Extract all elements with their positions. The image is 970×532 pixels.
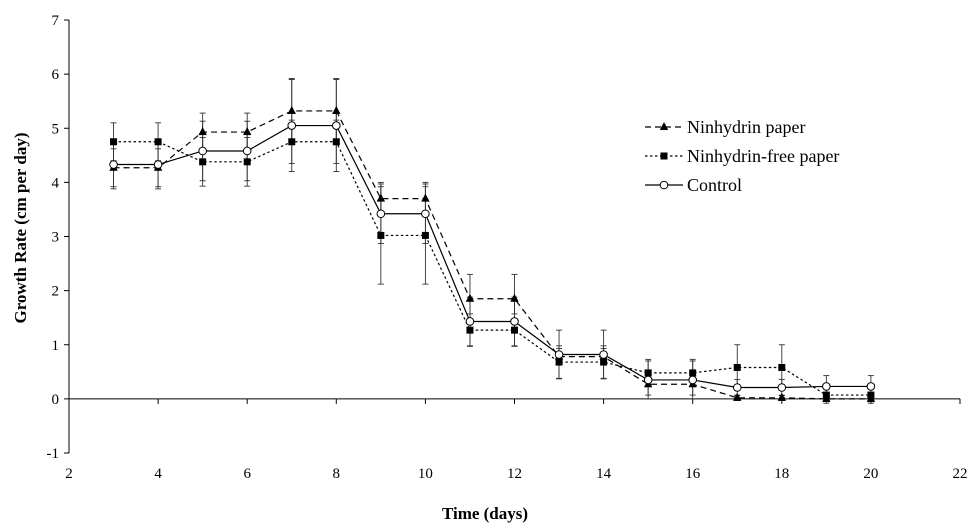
data-point-1 — [242, 126, 252, 136]
data-point-1 — [732, 392, 742, 401]
data-point-2 — [466, 326, 474, 334]
data-point-1 — [421, 193, 430, 202]
data-point-1 — [777, 392, 787, 401]
data-point-2 — [199, 158, 207, 166]
y-tick-label: 2 — [52, 284, 60, 300]
data-point-3 — [777, 383, 787, 392]
data-point-2 — [733, 363, 741, 371]
x-tick-label: 16 — [685, 466, 701, 482]
data-point-2 — [689, 369, 697, 377]
data-point-2 — [243, 158, 251, 166]
series-layer — [113, 110, 871, 400]
y-tick-label: 4 — [52, 175, 60, 191]
x-tick-label: 22 — [953, 466, 968, 482]
data-point-3 — [732, 383, 742, 392]
data-point-3 — [599, 350, 608, 359]
data-point-1 — [287, 105, 297, 114]
legend-label-2: Ninhydrin-free paper — [687, 146, 839, 166]
data-point-2 — [154, 138, 162, 146]
x-tick-label: 2 — [65, 466, 73, 482]
y-tick-label: 1 — [52, 338, 60, 354]
legend-label-1: Ninhydrin paper — [687, 117, 805, 137]
y-tick-label: 7 — [52, 13, 60, 29]
data-point-2 — [778, 363, 786, 371]
data-point-3 — [822, 382, 831, 391]
series-line-3 — [113, 124, 871, 389]
data-point-2 — [288, 138, 296, 146]
data-point-3 — [421, 209, 430, 219]
legend-marker-2 — [660, 152, 668, 160]
data-point-1 — [332, 105, 341, 114]
data-point-3 — [465, 317, 475, 326]
y-tick-label: 3 — [52, 230, 60, 246]
x-tick-label: 8 — [333, 466, 341, 482]
legend: Ninhydrin paper Ninhydrin-free paper Contr… — [645, 117, 839, 195]
y-tick-label: 6 — [52, 67, 60, 83]
x-tick-label: 20 — [863, 466, 878, 482]
data-point-2 — [644, 369, 652, 377]
data-point-3 — [332, 121, 341, 130]
data-point-3 — [153, 160, 163, 169]
data-point-1 — [198, 126, 207, 136]
data-point-3 — [554, 350, 564, 359]
data-point-3 — [287, 121, 297, 130]
y-axis-title: Growth Rate (cm per day) — [11, 132, 30, 323]
data-point-2 — [332, 138, 340, 146]
data-point-3 — [866, 382, 876, 391]
x-axis-title: Time (days) — [442, 504, 528, 523]
marker-layer — [109, 105, 876, 402]
x-tick-label: 18 — [774, 466, 789, 482]
data-point-2 — [377, 231, 385, 239]
data-point-2 — [600, 358, 608, 366]
y-tick-label: -1 — [47, 446, 60, 462]
series-line-1 — [113, 110, 871, 400]
x-tick-label: 4 — [154, 466, 162, 482]
data-point-3 — [376, 209, 386, 219]
y-tick-label: 0 — [52, 392, 60, 408]
data-point-1 — [465, 293, 475, 302]
data-point-3 — [643, 375, 653, 385]
data-point-2 — [822, 391, 830, 399]
series-line-2 — [113, 141, 871, 396]
data-point-2 — [555, 358, 563, 366]
data-point-1 — [376, 193, 386, 202]
legend-label-3: Control — [687, 175, 742, 195]
x-tick-label: 14 — [596, 466, 612, 482]
data-point-3 — [242, 146, 252, 156]
legend-marker-3 — [659, 180, 669, 190]
x-tick-label: 12 — [507, 466, 522, 482]
data-point-3 — [109, 160, 118, 169]
data-point-2 — [110, 138, 118, 146]
data-point-2 — [867, 391, 875, 399]
x-tick-label: 10 — [418, 466, 433, 482]
x-tick-label: 6 — [243, 466, 251, 482]
data-point-2 — [421, 231, 429, 239]
y-tick-label: 5 — [52, 121, 60, 137]
data-point-3 — [510, 317, 519, 326]
data-point-3 — [688, 375, 698, 385]
data-point-2 — [511, 326, 518, 334]
data-point-3 — [198, 146, 207, 156]
legend-marker-1 — [659, 121, 669, 131]
data-point-1 — [510, 293, 519, 302]
